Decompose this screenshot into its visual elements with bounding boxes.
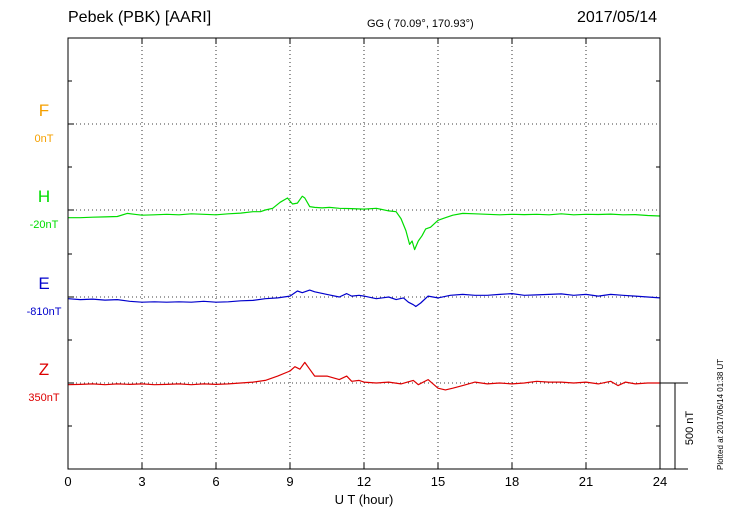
x-tick-label: 12 [357,474,371,489]
x-axis-ticks: 0 3 6 9 12 15 18 21 24 [64,38,667,489]
station-coordinates: GG ( 70.09°, 170.93°) [367,18,474,30]
traces [67,195,661,391]
x-tick-label: 0 [64,474,71,489]
component-name: H [38,187,50,206]
grid-lines [68,38,660,469]
x-tick-label: 21 [579,474,593,489]
component-baseline: -810nT [27,306,62,318]
x-axis-label: U T (hour) [335,492,394,507]
component-baseline: -20nT [30,219,59,231]
trace-z [67,361,660,391]
x-tick-label: 3 [138,474,145,489]
x-tick-label: 24 [653,474,667,489]
x-tick-label: 18 [505,474,519,489]
x-tick-label: 9 [286,474,293,489]
scale-bar: 500 nT [660,382,696,470]
scale-bar-label: 500 nT [684,411,696,446]
component-label-z: Z 350nT [28,360,59,404]
component-label-f: F 0nT [35,101,54,145]
component-label-e: E -810nT [27,274,62,318]
component-label-h: H -20nT [30,187,59,231]
component-baseline: 0nT [35,133,54,145]
component-name: F [39,101,49,120]
station-title: Pebek (PBK) [AARI] [68,9,212,26]
plot-date: 2017/05/14 [577,9,658,26]
component-name: E [38,274,49,293]
x-tick-label: 6 [212,474,219,489]
component-baseline: 350nT [28,392,59,404]
component-labels: F 0nT H -20nT E -810nT Z 350nT [27,101,62,404]
x-tick-label: 15 [431,474,445,489]
trace-h [68,195,661,251]
trace-e [67,289,661,308]
component-name: Z [39,360,49,379]
